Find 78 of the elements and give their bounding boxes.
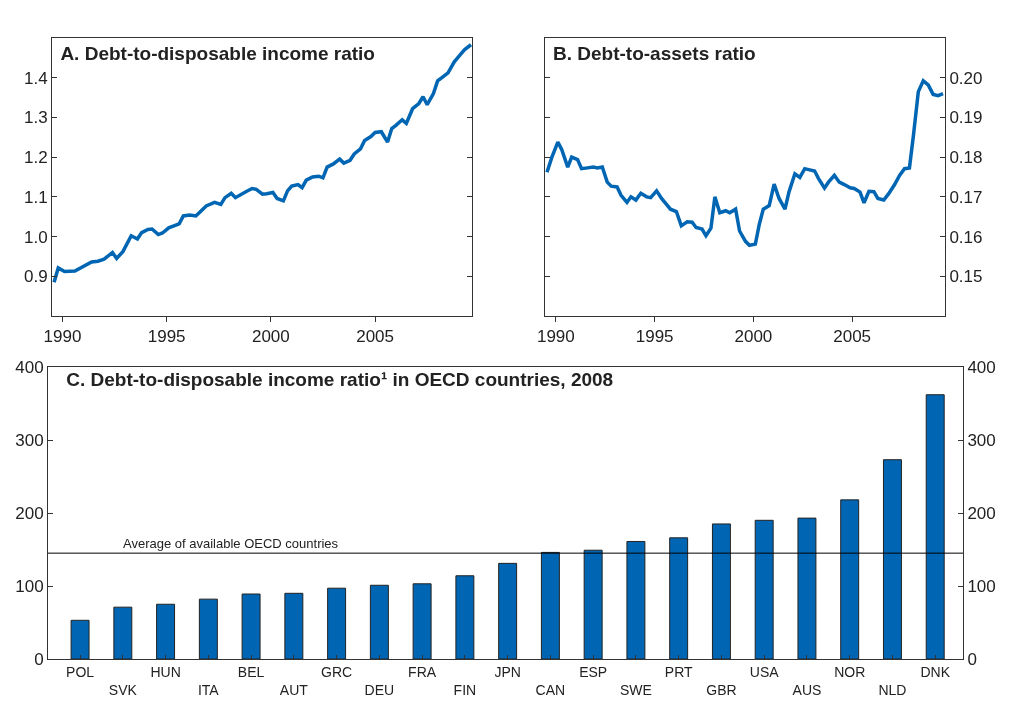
x-tick-label: PRT — [664, 663, 693, 680]
bar — [70, 619, 90, 659]
line-series — [52, 43, 472, 284]
x-tick-label: 1990 — [43, 327, 82, 347]
bar — [669, 537, 689, 659]
x-tick-label: 1990 — [536, 327, 575, 347]
bar — [156, 603, 176, 659]
x-tick-label: SVK — [108, 682, 138, 698]
y2-tick-label: 0.17 — [949, 187, 983, 207]
x-tick-label: 2005 — [356, 327, 394, 347]
chart-title: C. Debt-to-disposable income ratio¹ in OECD countries, 2008 — [66, 369, 614, 391]
bar — [711, 523, 731, 659]
y2-tick-label: 300 — [967, 430, 996, 450]
x-tick-label: ITA — [197, 682, 220, 698]
y2-tick-label: 0.18 — [949, 148, 983, 168]
x-tick-label: NLD — [878, 682, 907, 698]
y-tick-label: 0 — [34, 649, 44, 669]
x-tick-label: 1995 — [147, 327, 186, 347]
ref-line-label: Average of available OECD countries — [123, 536, 339, 551]
bar — [840, 499, 860, 659]
x-tick-label: DNK — [920, 663, 951, 680]
x-tick-label: AUS — [792, 682, 822, 698]
bar — [540, 551, 560, 659]
bar — [583, 549, 603, 659]
y2-tick-label: 100 — [967, 576, 996, 596]
y-tick-label: 200 — [15, 503, 44, 523]
x-tick-label: NOR — [834, 663, 866, 680]
x-tick-label: 1995 — [635, 327, 674, 347]
bar — [626, 540, 646, 659]
x-tick-label: DEU — [364, 682, 395, 698]
y-tick-label: 300 — [15, 430, 44, 450]
y2-tick-label: 200 — [967, 503, 996, 523]
x-tick-label: FIN — [453, 682, 477, 698]
bar — [284, 592, 304, 659]
bar — [241, 593, 261, 659]
y2-tick-label: 0.19 — [949, 108, 983, 128]
chart-title: B. Debt-to-assets ratio — [553, 42, 756, 64]
bar — [198, 598, 218, 659]
x-tick-label: JPN — [494, 663, 521, 680]
x-tick-label: 2000 — [734, 327, 773, 347]
x-tick-label: ESP — [579, 663, 608, 680]
y2-tick-label: 0.15 — [949, 267, 983, 287]
bar — [797, 517, 817, 659]
bar — [754, 519, 774, 659]
y2-tick-label: 0 — [967, 649, 977, 669]
bar — [327, 587, 347, 659]
y-tick-label: 400 — [15, 357, 44, 377]
y-tick-label: 1.3 — [23, 108, 48, 128]
bar — [925, 394, 945, 659]
bar — [412, 583, 432, 659]
y2-tick-label: 400 — [967, 357, 996, 377]
x-tick-label: GRC — [321, 663, 353, 680]
bar — [455, 575, 475, 659]
y-tick-label: 1.4 — [23, 68, 48, 88]
x-tick-label: GBR — [706, 682, 737, 698]
x-tick-label: BEL — [237, 663, 265, 680]
x-tick-label: CAN — [535, 682, 566, 698]
y2-tick-label: 0.20 — [949, 68, 983, 88]
y-tick-label: 1.1 — [23, 187, 48, 207]
x-tick-label: SWE — [619, 682, 652, 698]
x-tick-label: FRA — [408, 663, 437, 680]
y-tick-label: 1.2 — [23, 148, 48, 168]
bar — [882, 459, 902, 659]
x-tick-label: 2005 — [833, 327, 872, 347]
line-series — [545, 79, 945, 248]
x-tick-label: POL — [66, 663, 95, 680]
x-tick-label: 2000 — [251, 327, 290, 347]
y-tick-label: 100 — [15, 576, 44, 596]
x-tick-label: USA — [749, 663, 780, 680]
chart-title: A. Debt-to-disposable income ratio — [60, 42, 375, 64]
bar — [369, 584, 389, 659]
y-tick-label: 1.0 — [23, 227, 48, 247]
bar — [498, 562, 518, 659]
x-tick-label: AUT — [279, 682, 309, 698]
x-tick-label: HUN — [150, 663, 181, 680]
bar — [113, 606, 133, 659]
y2-tick-label: 0.16 — [949, 227, 983, 247]
y-tick-label: 0.9 — [23, 267, 48, 287]
